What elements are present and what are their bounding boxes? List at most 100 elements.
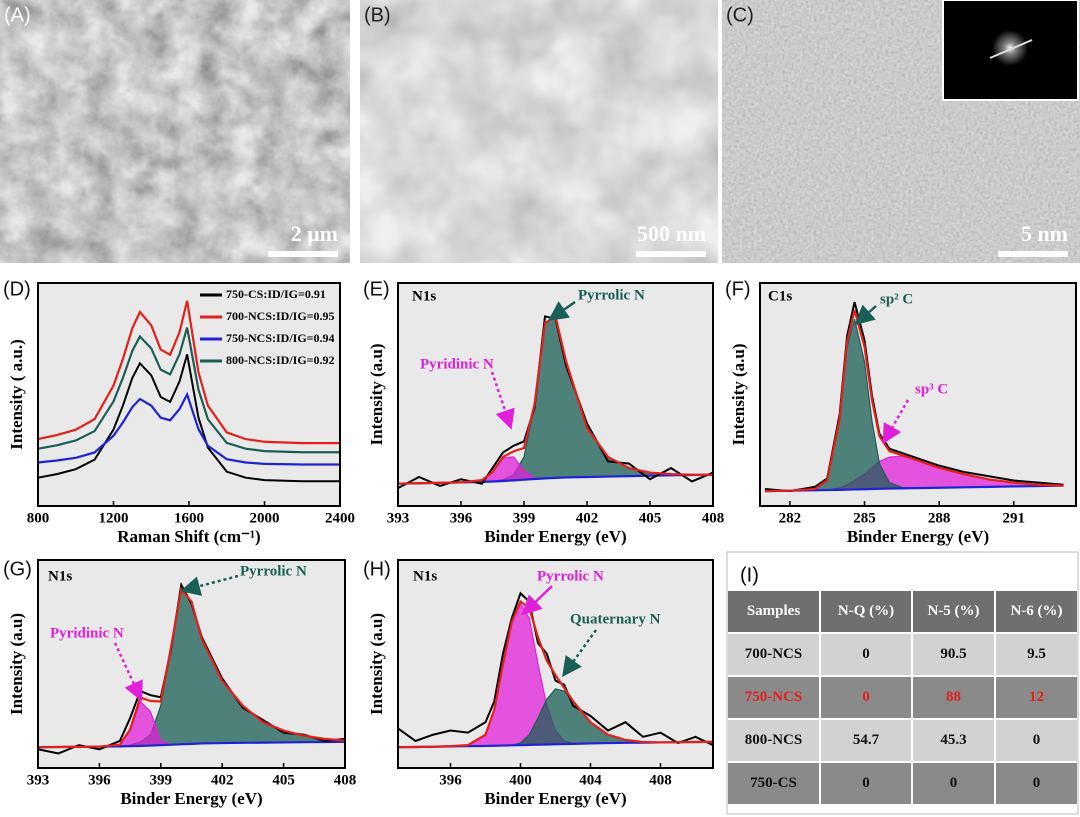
panel-label: (D) <box>3 278 31 300</box>
x-axis-label: Binder Energy (eV) <box>484 527 626 546</box>
panel-label: (H) <box>363 558 391 580</box>
annotation-arrow <box>547 300 576 321</box>
table-value: 54.7 <box>853 732 880 748</box>
annotation: sp² C <box>880 291 913 307</box>
annotation: Quaternary N <box>570 611 661 627</box>
panel-label: (B) <box>364 4 391 26</box>
table-value: 750-CS <box>750 775 797 791</box>
legend-label: 800-NCS:ID/IG=0.92 <box>226 353 335 367</box>
table-cell <box>911 718 996 763</box>
plot-frame <box>397 282 714 507</box>
x-tick-label: 402 <box>211 772 234 788</box>
annotation: Pyrrolic N <box>578 287 645 303</box>
sem-image <box>0 0 350 263</box>
spectrum-line <box>37 391 340 466</box>
panel-label: (F) <box>725 278 751 300</box>
table-value: 45.3 <box>940 732 966 748</box>
spectrum-line <box>37 586 346 749</box>
annotation: Pyrrolic N <box>537 568 604 584</box>
annotation: sp³ C <box>915 381 948 397</box>
table-value: 9.5 <box>1027 646 1046 662</box>
annotation: N1s <box>413 568 437 584</box>
legend-label: 750-CS:ID/IG=0.91 <box>226 287 326 301</box>
table-cell <box>911 632 996 677</box>
tem-image <box>360 0 718 263</box>
y-axis-label: Intensity ( a.u.) <box>7 339 26 450</box>
table-cell <box>726 761 821 806</box>
y-axis-label: Intensity (a.u) <box>7 613 26 715</box>
y-axis-label: Intensity (a.u) <box>729 343 748 445</box>
spectrum-line <box>37 327 340 454</box>
table-cell <box>726 718 821 763</box>
annotation: C1s <box>768 288 792 304</box>
spectrum-line <box>397 314 713 485</box>
table-cell <box>819 589 913 634</box>
table-value: 88 <box>946 689 961 705</box>
chart: (G) 393 396 399 402 405 408 Binder Energy (eV) I… <box>3 558 356 808</box>
x-axis-label: Binder Energy (eV) <box>847 527 989 546</box>
x-tick-label: 404 <box>579 772 602 788</box>
panel-label: (E) <box>363 278 390 300</box>
chart: (D) 800 1200 1600 2000 2400 Raman Shift (cm⁻¹)… <box>3 278 355 546</box>
table-header: N-Q (%) <box>838 603 894 619</box>
chart: (F) 282 285 288 291 Binder Energy (eV) Intensi… <box>725 278 1077 546</box>
plot-frame <box>37 282 341 507</box>
table-header: N-6 (%) <box>1010 603 1062 619</box>
annotation: N1s <box>48 568 72 584</box>
annotation-arrow <box>521 585 553 616</box>
x-tick-label: 1200 <box>99 510 129 526</box>
table-value: 0 <box>862 646 870 662</box>
table-value: 90.5 <box>940 646 966 662</box>
x-tick-label: 396 <box>88 772 111 788</box>
table-value: 0 <box>862 689 870 705</box>
spectrum-line <box>764 309 1064 493</box>
x-tick-label: 393 <box>27 772 50 788</box>
x-tick-label: 393 <box>387 510 410 526</box>
table-cell <box>994 675 1079 720</box>
annotation: Pyrrolic N <box>240 563 307 579</box>
spectrum-line <box>764 484 1064 493</box>
x-tick-label: 282 <box>779 510 802 526</box>
x-tick-label: 408 <box>649 772 672 788</box>
x-tick-label: 408 <box>334 772 357 788</box>
x-tick-label: 291 <box>1003 510 1026 526</box>
plot-frame <box>759 282 1077 507</box>
panel-label: (C) <box>726 4 754 26</box>
spectrum-line <box>37 300 340 445</box>
table-value: 750-NCS <box>745 689 803 705</box>
x-tick-label: 396 <box>450 510 473 526</box>
table-header: Samples <box>747 603 801 619</box>
table-value: 800-NCS <box>745 732 803 748</box>
x-axis-label: Binder Energy (eV) <box>484 789 626 808</box>
table-header: N-5 (%) <box>927 603 979 619</box>
x-axis-label: Raman Shift (cm⁻¹) <box>117 527 260 546</box>
table-value: 0 <box>1033 775 1041 791</box>
table-value: 12 <box>1029 689 1044 705</box>
micrographs <box>0 0 1080 263</box>
x-tick-label: 405 <box>272 772 295 788</box>
legend-label: 750-NCS:ID/IG=0.94 <box>226 331 335 345</box>
table-value: 0 <box>1033 732 1041 748</box>
x-tick-label: 1600 <box>174 510 204 526</box>
chart: (H) 396 400 404 408 Binder Energy (eV) Intensi… <box>363 558 714 808</box>
x-tick-label: 288 <box>928 510 951 526</box>
spectrum-line <box>37 354 340 483</box>
annotation-arrow <box>562 629 598 678</box>
plot-frame <box>37 559 346 769</box>
plot-area <box>38 283 340 506</box>
table-frame <box>726 551 1079 815</box>
panel-label: (A) <box>4 4 31 26</box>
x-tick-label: 399 <box>150 772 173 788</box>
x-tick-label: 408 <box>702 510 725 526</box>
spectrum-line <box>397 599 714 749</box>
x-tick-label: 399 <box>513 510 536 526</box>
table-value: 0 <box>862 775 870 791</box>
annotation-arrow <box>882 399 910 445</box>
panel-label: (I) <box>740 564 759 586</box>
annotation-arrow <box>113 642 143 702</box>
panel-label: (G) <box>3 558 32 580</box>
x-axis-label: Binder Energy (eV) <box>120 789 262 808</box>
x-tick-label: 402 <box>576 510 599 526</box>
table-value: 0 <box>950 775 958 791</box>
x-tick-label: 400 <box>509 772 532 788</box>
